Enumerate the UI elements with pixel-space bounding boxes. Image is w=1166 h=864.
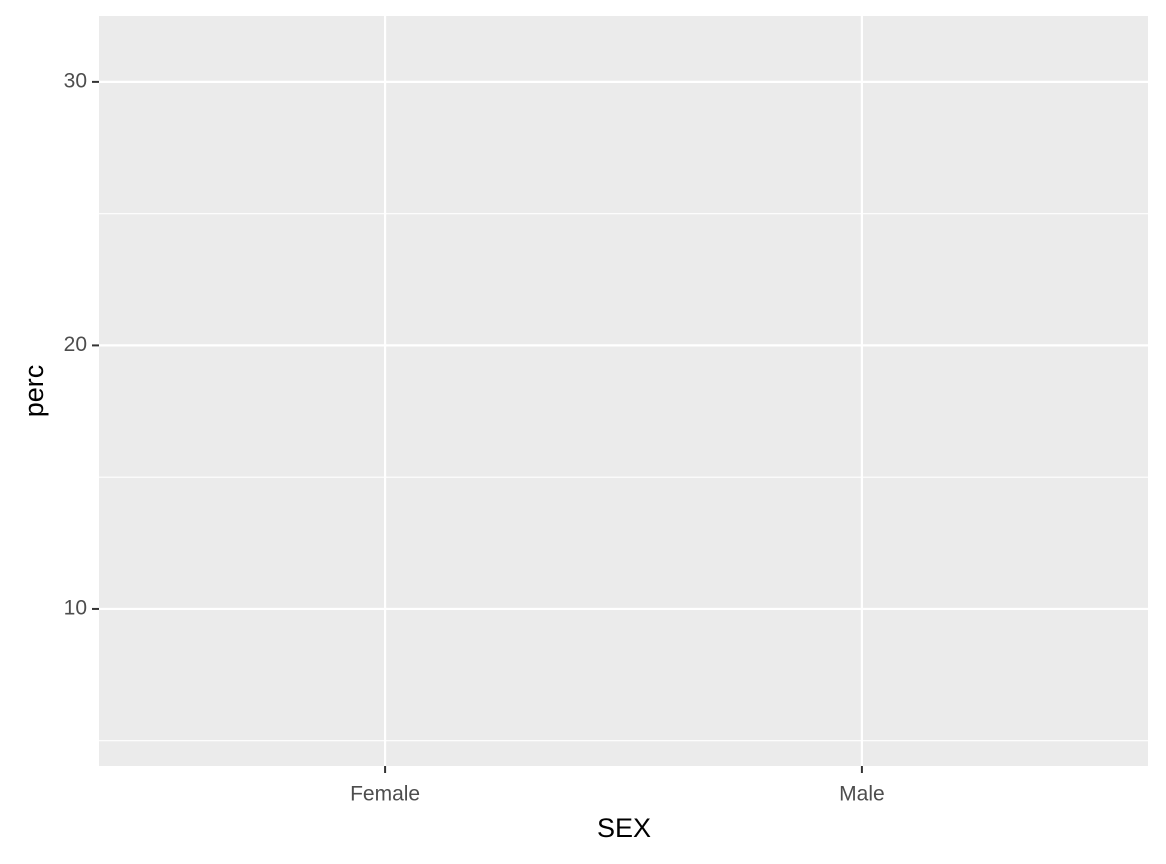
y-tick-label: 10 bbox=[64, 596, 87, 619]
x-axis-title: SEX bbox=[597, 813, 651, 843]
x-tick-label: Male bbox=[839, 783, 885, 806]
y-tick-label: 30 bbox=[64, 69, 87, 92]
plot-panel bbox=[99, 16, 1148, 766]
y-axis-title: perc bbox=[19, 365, 49, 418]
x-tick-label: Female bbox=[350, 783, 420, 806]
y-tick-label: 20 bbox=[64, 333, 87, 356]
